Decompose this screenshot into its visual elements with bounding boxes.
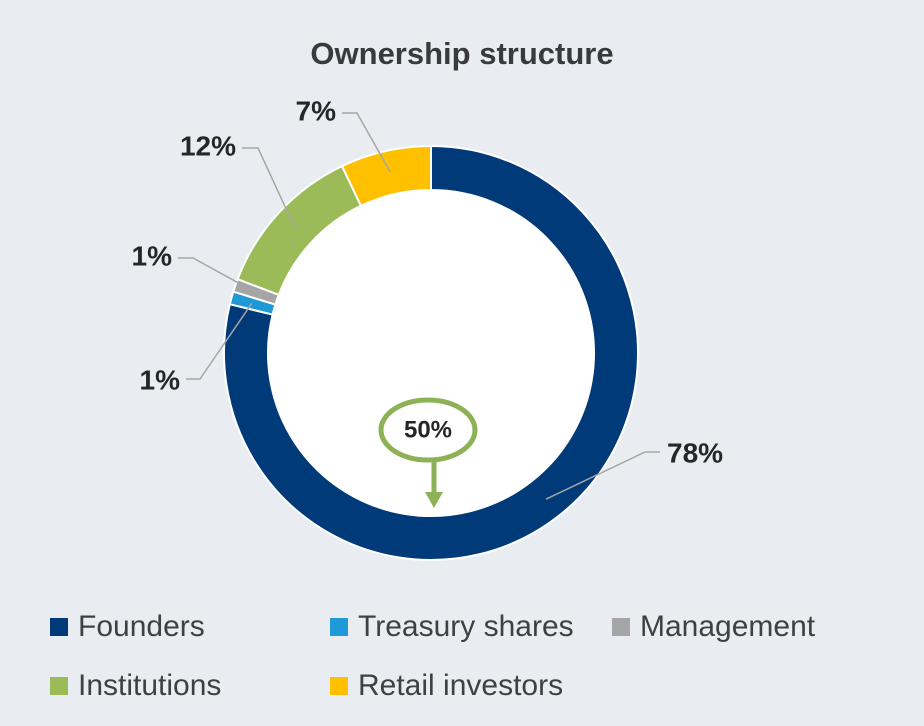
legend-swatch — [50, 677, 68, 695]
data-label: 78% — [667, 437, 723, 468]
legend-swatch — [612, 618, 630, 636]
data-label: 1% — [140, 364, 181, 395]
donut-hole — [268, 190, 594, 516]
leader-line — [545, 451, 660, 500]
leader-line — [342, 112, 391, 172]
legend-label: Retail investors — [358, 669, 563, 702]
leader-line — [242, 147, 296, 228]
donut-slice — [223, 144, 639, 561]
legend-label: Founders — [78, 610, 205, 643]
legend-swatch — [330, 677, 348, 695]
legend-label: Management — [640, 610, 816, 643]
leader-line — [186, 303, 253, 380]
legend-label: Treasury shares — [358, 610, 574, 643]
data-label: 1% — [132, 240, 173, 271]
donut-slice — [340, 144, 432, 208]
leader-line — [178, 257, 256, 293]
annotation: 50% — [404, 416, 452, 443]
legend-swatch — [50, 618, 68, 636]
data-label: 7% — [296, 95, 337, 126]
legend-swatch — [330, 618, 348, 636]
chart-title: Ownership structure — [310, 36, 613, 71]
data-label: 12% — [180, 130, 236, 161]
annotation-arrowhead — [425, 492, 443, 508]
annotation-ring — [378, 397, 478, 463]
legend-label: Institutions — [78, 669, 221, 702]
